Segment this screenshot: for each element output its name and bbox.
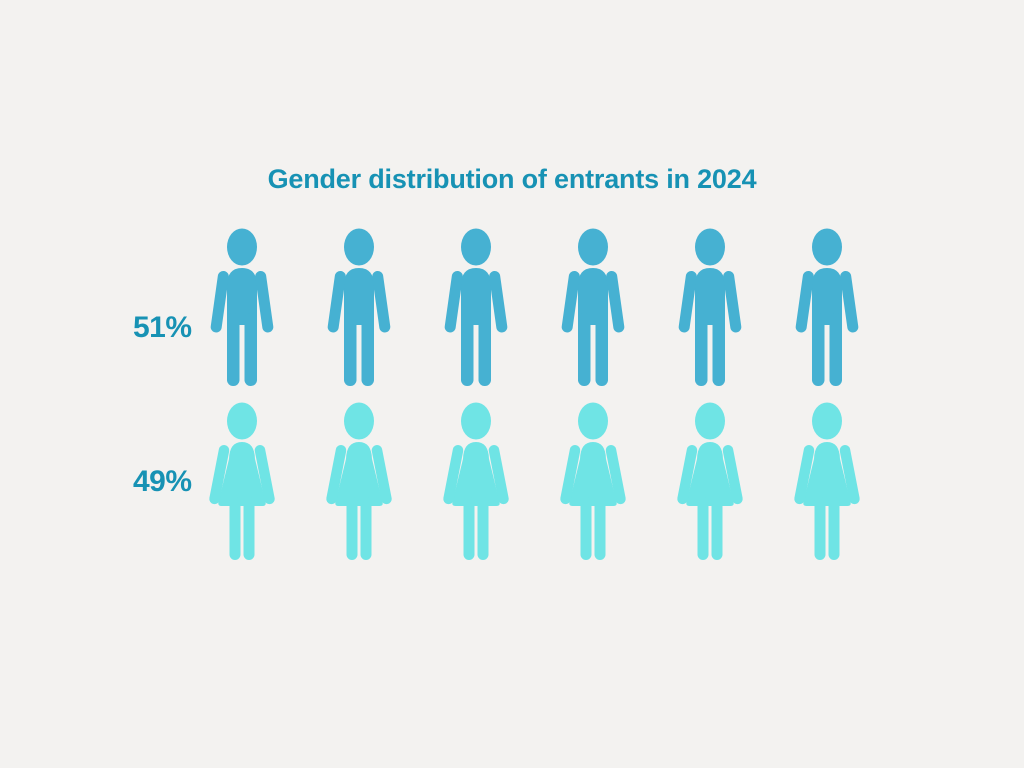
male-figure-icon bbox=[323, 228, 395, 388]
male-figure-icon bbox=[440, 228, 512, 388]
male-figure-icon bbox=[674, 228, 746, 388]
male-figure-icon bbox=[206, 228, 278, 388]
male-icons-group bbox=[206, 228, 863, 388]
female-figure-icon bbox=[206, 402, 278, 562]
female-icons-group bbox=[206, 402, 863, 562]
male-figure-icon bbox=[791, 228, 863, 388]
female-figure-icon bbox=[557, 402, 629, 562]
female-figure-icon bbox=[440, 402, 512, 562]
male-figure-icon bbox=[557, 228, 629, 388]
female-figure-icon bbox=[674, 402, 746, 562]
female-figure-icon bbox=[323, 402, 395, 562]
pictogram-row-male: 51% bbox=[0, 228, 1024, 388]
female-percentage-label: 49% bbox=[133, 465, 192, 498]
pictogram-row-female: 49% bbox=[0, 402, 1024, 562]
male-percentage-label: 51% bbox=[133, 311, 192, 344]
chart-title: Gender distribution of entrants in 2024 bbox=[267, 164, 757, 194]
female-figure-icon bbox=[791, 402, 863, 562]
